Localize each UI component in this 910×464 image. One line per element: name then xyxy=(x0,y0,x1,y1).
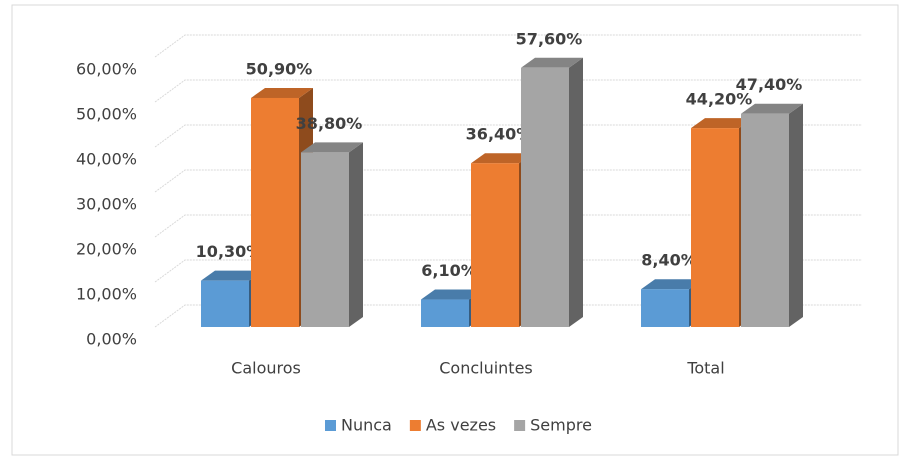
bar-face xyxy=(421,299,469,327)
x-tick-label: Total xyxy=(686,359,724,378)
bar-face xyxy=(789,103,803,327)
bar-face xyxy=(471,163,519,327)
data-label: 57,60% xyxy=(516,29,583,48)
x-tick-label: Calouros xyxy=(231,359,301,378)
bar xyxy=(521,57,583,328)
bar-face xyxy=(569,57,583,328)
legend-swatch xyxy=(514,420,526,431)
legend-label: Nunca xyxy=(341,416,392,435)
bar-face xyxy=(421,289,483,300)
y-tick-label: 30,00% xyxy=(76,195,137,214)
y-tick-label: 0,00% xyxy=(86,330,137,349)
bar-face xyxy=(349,142,363,327)
grid-line xyxy=(154,259,862,283)
data-label: 8,40% xyxy=(641,251,697,270)
data-label: 50,90% xyxy=(246,59,313,78)
bar-face xyxy=(301,142,363,153)
bar-face xyxy=(691,118,753,129)
bar-face xyxy=(251,87,313,98)
grid-line xyxy=(154,169,862,193)
data-label: 38,80% xyxy=(296,114,363,133)
data-label: 44,20% xyxy=(686,90,753,109)
x-tick-label: Concluintes xyxy=(439,359,533,378)
y-tick-label: 10,00% xyxy=(76,285,137,304)
bar-face xyxy=(201,270,263,281)
bar-face xyxy=(641,289,689,327)
bar-face xyxy=(641,279,703,290)
data-label: 47,40% xyxy=(736,75,803,94)
bar-face xyxy=(521,57,583,68)
legend-swatch xyxy=(409,420,421,431)
grid-line xyxy=(154,79,862,103)
bar-face xyxy=(201,280,249,327)
bar xyxy=(301,142,363,327)
legend-label: Sempre xyxy=(530,416,592,435)
data-label: 10,30% xyxy=(196,242,263,261)
bar xyxy=(741,103,803,327)
y-tick-label: 40,00% xyxy=(76,150,137,169)
bar-face xyxy=(471,153,533,164)
data-label: 36,40% xyxy=(466,125,533,144)
data-label: 6,10% xyxy=(421,261,477,280)
bar-face xyxy=(301,152,349,327)
bar-face xyxy=(741,113,789,327)
bar-face xyxy=(251,97,299,327)
y-tick-label: 20,00% xyxy=(76,240,137,259)
grid-line xyxy=(154,214,862,238)
bar-face xyxy=(741,103,803,114)
y-tick-label: 50,00% xyxy=(76,105,137,124)
grid-line xyxy=(154,34,862,58)
bar-face xyxy=(691,128,739,327)
legend-label: As vezes xyxy=(426,416,496,435)
grid-line xyxy=(154,304,862,328)
grid-line xyxy=(154,124,862,148)
legend-swatch xyxy=(325,420,336,431)
y-tick-label: 60,00% xyxy=(76,60,137,79)
bar-face xyxy=(521,67,569,328)
